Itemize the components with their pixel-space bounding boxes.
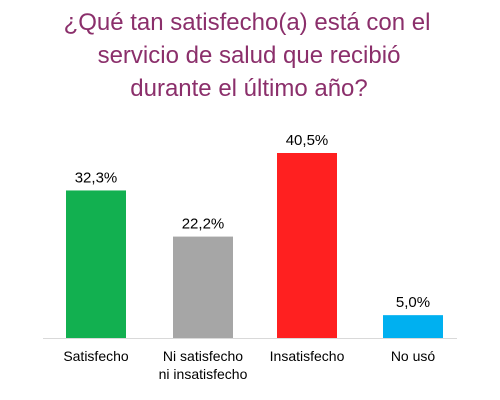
category-label-1-0: Ni satisfecho	[163, 348, 243, 364]
value-label-3: 5,0%	[396, 294, 430, 311]
chart-title-line-3: durante el último año?	[130, 75, 368, 102]
chart-title-line-1: ¿Qué tan satisfecho(a) está con el	[63, 9, 431, 36]
category-label-1-1: ni insatisfecho	[159, 366, 248, 382]
category-label-3-0: No usó	[391, 348, 436, 364]
bar-3	[383, 315, 443, 338]
chart-title-line-2: servicio de salud que recibió	[97, 42, 401, 69]
category-label-2-0: Insatisfecho	[270, 348, 345, 364]
chart-title: ¿Qué tan satisfecho(a) está con el servi…	[0, 6, 500, 105]
value-label-1: 22,2%	[182, 216, 225, 233]
value-label-0: 32,3%	[75, 169, 118, 186]
bar-0	[66, 190, 126, 338]
value-label-2: 40,5%	[286, 132, 329, 149]
bar-1	[173, 236, 233, 338]
bar-2	[277, 153, 337, 338]
category-label-0-0: Satisfecho	[63, 348, 129, 364]
